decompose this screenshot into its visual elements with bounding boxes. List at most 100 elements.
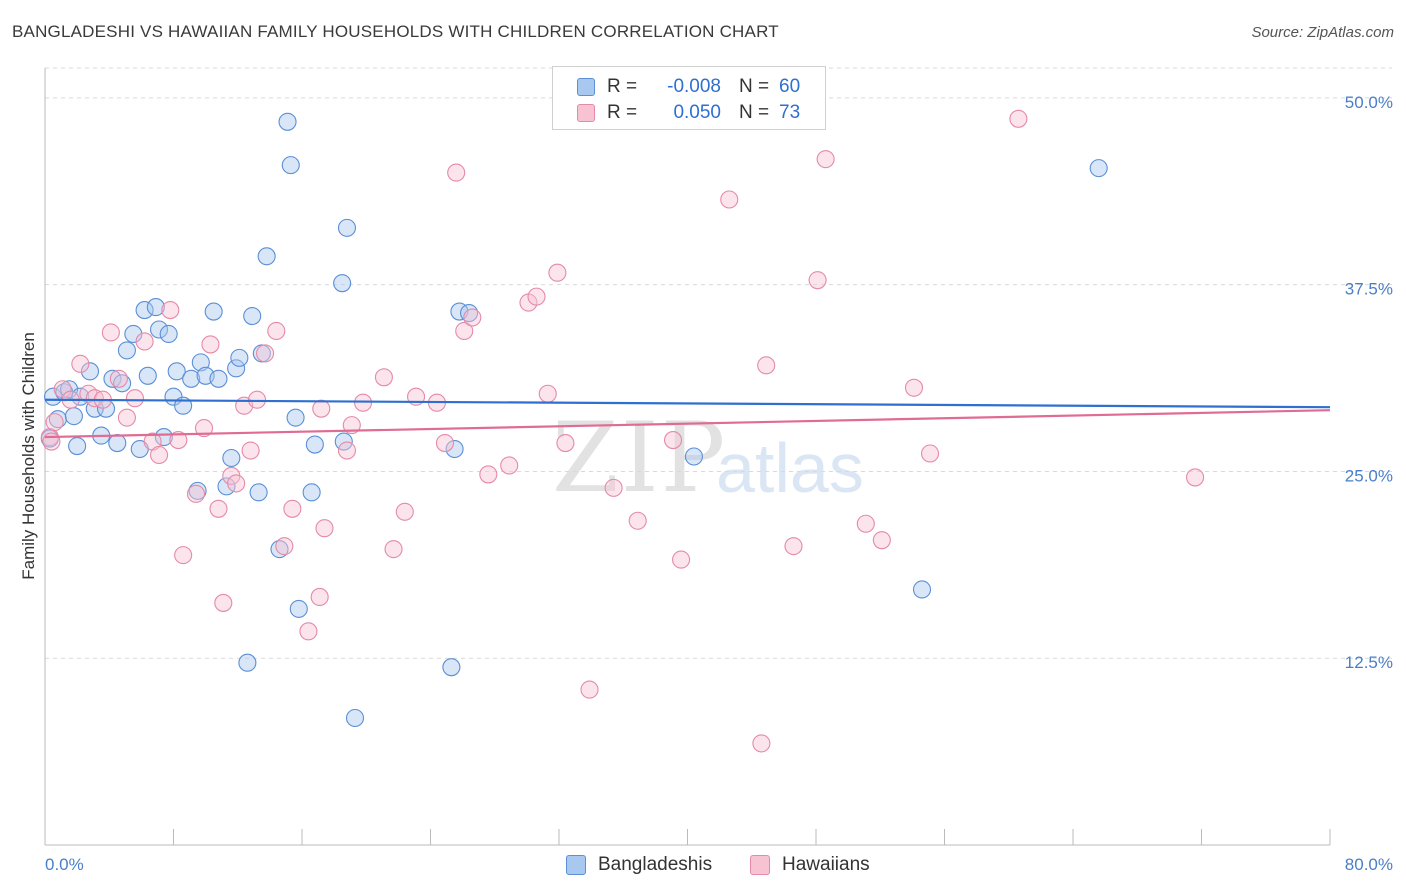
point-bangladeshi xyxy=(227,359,246,378)
point-hawaiian xyxy=(384,540,403,559)
legend-row-hawaiians: R = 0.050 N = 73 xyxy=(577,101,800,125)
point-hawaiian xyxy=(353,393,373,412)
point-bangladeshi xyxy=(445,439,464,459)
point-bangladeshi xyxy=(286,408,305,427)
legend-item-hawaiians[interactable]: Hawaiians xyxy=(750,852,870,878)
legend-row-bangladeshis: R = -0.008 N = 60 xyxy=(577,75,800,99)
point-hawaiian xyxy=(556,434,575,453)
point-hawaiian xyxy=(241,441,260,460)
point-hawaiian xyxy=(604,478,623,497)
y-tick-label: 50.0% xyxy=(1345,93,1393,112)
legend-r-label: R = xyxy=(607,76,638,97)
point-bangladeshi xyxy=(135,301,154,320)
trend-line-bangladeshis xyxy=(44,398,1331,409)
point-bangladeshi xyxy=(249,483,268,502)
point-hawaiian xyxy=(342,416,361,435)
point-hawaiian xyxy=(256,344,275,363)
point-hawaiian xyxy=(580,680,599,699)
point-bangladeshi xyxy=(188,481,207,500)
point-hawaiian xyxy=(904,378,924,397)
point-bangladeshi xyxy=(68,436,87,456)
point-bangladeshi xyxy=(182,369,201,388)
point-hawaiian xyxy=(374,368,393,387)
correlation-legend: R = -0.008 N = 60 R = 0.050 N = 73 xyxy=(552,66,826,130)
series-bangladeshis xyxy=(40,112,1108,728)
point-bangladeshi xyxy=(146,298,165,317)
point-hawaiian xyxy=(527,287,546,306)
point-bangladeshi xyxy=(167,362,186,381)
point-hawaiian xyxy=(312,399,331,418)
point-hawaiian xyxy=(275,537,294,556)
y-tick-label: 37.5% xyxy=(1345,280,1393,299)
point-hawaiian xyxy=(247,390,267,409)
legend-swatch-pink xyxy=(750,855,770,875)
point-bangladeshi xyxy=(230,348,249,367)
point-bangladeshi xyxy=(302,483,321,502)
legend-label-hawaiians: Hawaiians xyxy=(782,854,870,875)
point-hawaiian xyxy=(125,389,144,408)
point-bangladeshi xyxy=(337,218,357,237)
point-hawaiian xyxy=(1186,468,1205,487)
point-hawaiian xyxy=(500,456,519,475)
y-tick-label: 12.5% xyxy=(1345,653,1393,672)
legend-label-bangladeshis: Bangladeshis xyxy=(598,854,713,875)
point-hawaiian xyxy=(808,271,827,290)
axes xyxy=(44,68,1331,846)
point-bangladeshi xyxy=(278,112,297,131)
point-hawaiian xyxy=(538,384,557,403)
point-bangladeshi xyxy=(124,324,143,344)
point-hawaiian xyxy=(315,519,334,538)
legend-r-value: 0.050 xyxy=(673,102,721,123)
point-hawaiian xyxy=(816,150,835,169)
point-bangladeshi xyxy=(684,447,703,466)
point-hawaiian xyxy=(752,734,771,753)
point-hawaiian xyxy=(1009,109,1028,128)
point-bangladeshi xyxy=(108,434,127,453)
point-hawaiian xyxy=(672,550,691,569)
legend-r-value: -0.008 xyxy=(667,76,721,97)
point-hawaiian xyxy=(214,593,233,612)
point-bangladeshi xyxy=(345,708,365,728)
point-bangladeshi xyxy=(43,387,63,406)
legend-swatch-blue xyxy=(566,855,586,875)
point-bangladeshi xyxy=(281,156,300,175)
point-bangladeshi xyxy=(191,353,210,372)
tick-labels: 12.5% 25.0% 37.5% 50.0% 0.0% 80.0% xyxy=(45,93,1393,874)
point-hawaiian xyxy=(455,321,474,341)
legend-swatch-blue xyxy=(577,78,595,96)
point-hawaiian xyxy=(299,622,318,641)
point-hawaiian xyxy=(720,190,739,209)
point-hawaiian xyxy=(201,335,220,354)
watermark-atlas: atlas xyxy=(716,429,864,507)
point-hawaiian xyxy=(42,432,61,451)
point-bangladeshi xyxy=(442,658,461,677)
trend-line-hawaiians xyxy=(44,409,1331,439)
point-hawaiian xyxy=(463,308,482,327)
point-hawaiian xyxy=(149,445,169,465)
point-hawaiian xyxy=(209,499,228,518)
point-hawaiian xyxy=(161,301,180,320)
legend-n-value: 73 xyxy=(779,102,801,123)
point-bangladeshi xyxy=(243,306,262,326)
legend-n-label: N = xyxy=(739,76,770,97)
point-hawaiian xyxy=(169,431,188,450)
y-tick-label: 25.0% xyxy=(1345,466,1393,485)
x-tick-label: 80.0% xyxy=(1345,855,1393,874)
legend-item-bangladeshis[interactable]: Bangladeshis xyxy=(566,852,712,878)
point-bangladeshi xyxy=(222,448,241,468)
point-bangladeshi xyxy=(154,428,173,447)
point-hawaiian xyxy=(194,419,214,438)
point-hawaiian xyxy=(337,441,357,460)
point-hawaiian xyxy=(479,465,498,484)
legend-n-label: N = xyxy=(739,102,770,123)
legend-swatch-pink xyxy=(577,104,595,122)
point-bangladeshi xyxy=(138,366,157,385)
point-hawaiian xyxy=(395,502,414,521)
point-bangladeshi xyxy=(289,599,308,618)
legend-n-value: 60 xyxy=(779,76,801,97)
point-bangladeshi xyxy=(238,653,257,672)
point-bangladeshi xyxy=(64,407,83,426)
point-bangladeshi xyxy=(117,341,136,360)
point-hawaiian xyxy=(186,484,206,503)
trend-lines xyxy=(44,398,1331,439)
